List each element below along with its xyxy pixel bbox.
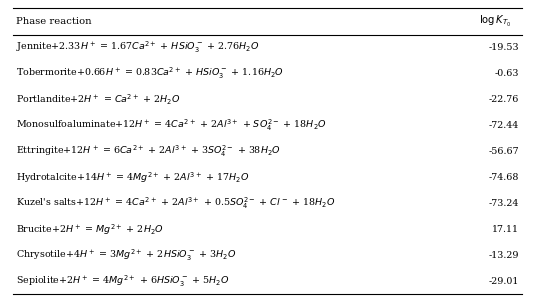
Text: -72.44: -72.44 xyxy=(488,121,519,130)
Text: Hydrotalcite+14$H^+$ = 4$Mg^{2+}$ + 2$Al^{3+}$ + 17$H_2O$: Hydrotalcite+14$H^+$ = 4$Mg^{2+}$ + 2$Al… xyxy=(16,170,249,185)
Text: $\log K_{T_0}$: $\log K_{T_0}$ xyxy=(479,14,511,29)
Text: Jennite+2.33$H^+$ = 1.67$Ca^{2+}$ + $HSiO_3^-$ + 2.76$H_2O$: Jennite+2.33$H^+$ = 1.67$Ca^{2+}$ + $HSi… xyxy=(16,40,259,55)
Text: Kuzel's salts+12$H^+$ = 4$Ca^{2+}$ + 2$Al^{3+}$ + 0.5$SO_4^{2-}$ + $Cl^-$ + 18$H: Kuzel's salts+12$H^+$ = 4$Ca^{2+}$ + 2$A… xyxy=(16,196,335,211)
Text: Phase reaction: Phase reaction xyxy=(16,17,91,26)
Text: Portlandite+2$H^+$ = $Ca^{2+}$ + 2$H_2O$: Portlandite+2$H^+$ = $Ca^{2+}$ + 2$H_2O$ xyxy=(16,93,180,107)
Text: Sepiolite+2$H^+$ = 4$Mg^{2+}$ + 6$HSiO_3^-$ + 5$H_2O$: Sepiolite+2$H^+$ = 4$Mg^{2+}$ + 6$HSiO_3… xyxy=(16,274,230,289)
Text: -56.67: -56.67 xyxy=(488,147,519,156)
Text: Brucite+2$H^+$ = $Mg^{2+}$ + 2$H_2O$: Brucite+2$H^+$ = $Mg^{2+}$ + 2$H_2O$ xyxy=(16,222,164,237)
Text: -29.01: -29.01 xyxy=(488,277,519,286)
Text: -73.24: -73.24 xyxy=(488,199,519,208)
Text: -13.29: -13.29 xyxy=(488,251,519,260)
Text: 17.11: 17.11 xyxy=(492,225,519,234)
Text: -0.63: -0.63 xyxy=(494,69,519,78)
Text: -74.68: -74.68 xyxy=(488,173,519,182)
Text: Ettringite+12$H^+$ = 6$Ca^{2+}$ + 2$Al^{3+}$ + 3$SO_4^{2-}$ + 38$H_2O$: Ettringite+12$H^+$ = 6$Ca^{2+}$ + 2$Al^{… xyxy=(16,144,281,159)
Text: Monosulfoaluminate+12$H^+$ = 4$Ca^{2+}$ + 2$Al^{3+}$ + $SO_4^{2-}$ + 18$H_2O$: Monosulfoaluminate+12$H^+$ = 4$Ca^{2+}$ … xyxy=(16,118,327,133)
Text: -22.76: -22.76 xyxy=(488,95,519,104)
Text: Chrysotile+4$H^+$ = 3$Mg^{2+}$ + 2$HSiO_3^-$ + 3$H_2O$: Chrysotile+4$H^+$ = 3$Mg^{2+}$ + 2$HSiO_… xyxy=(16,248,236,263)
Text: -19.53: -19.53 xyxy=(488,43,519,52)
Text: Tobermorite+0.66$H^+$ = 0.83$Ca^{2+}$ + $HSiO_3^-$ + 1.16$H_2O$: Tobermorite+0.66$H^+$ = 0.83$Ca^{2+}$ + … xyxy=(16,66,284,81)
